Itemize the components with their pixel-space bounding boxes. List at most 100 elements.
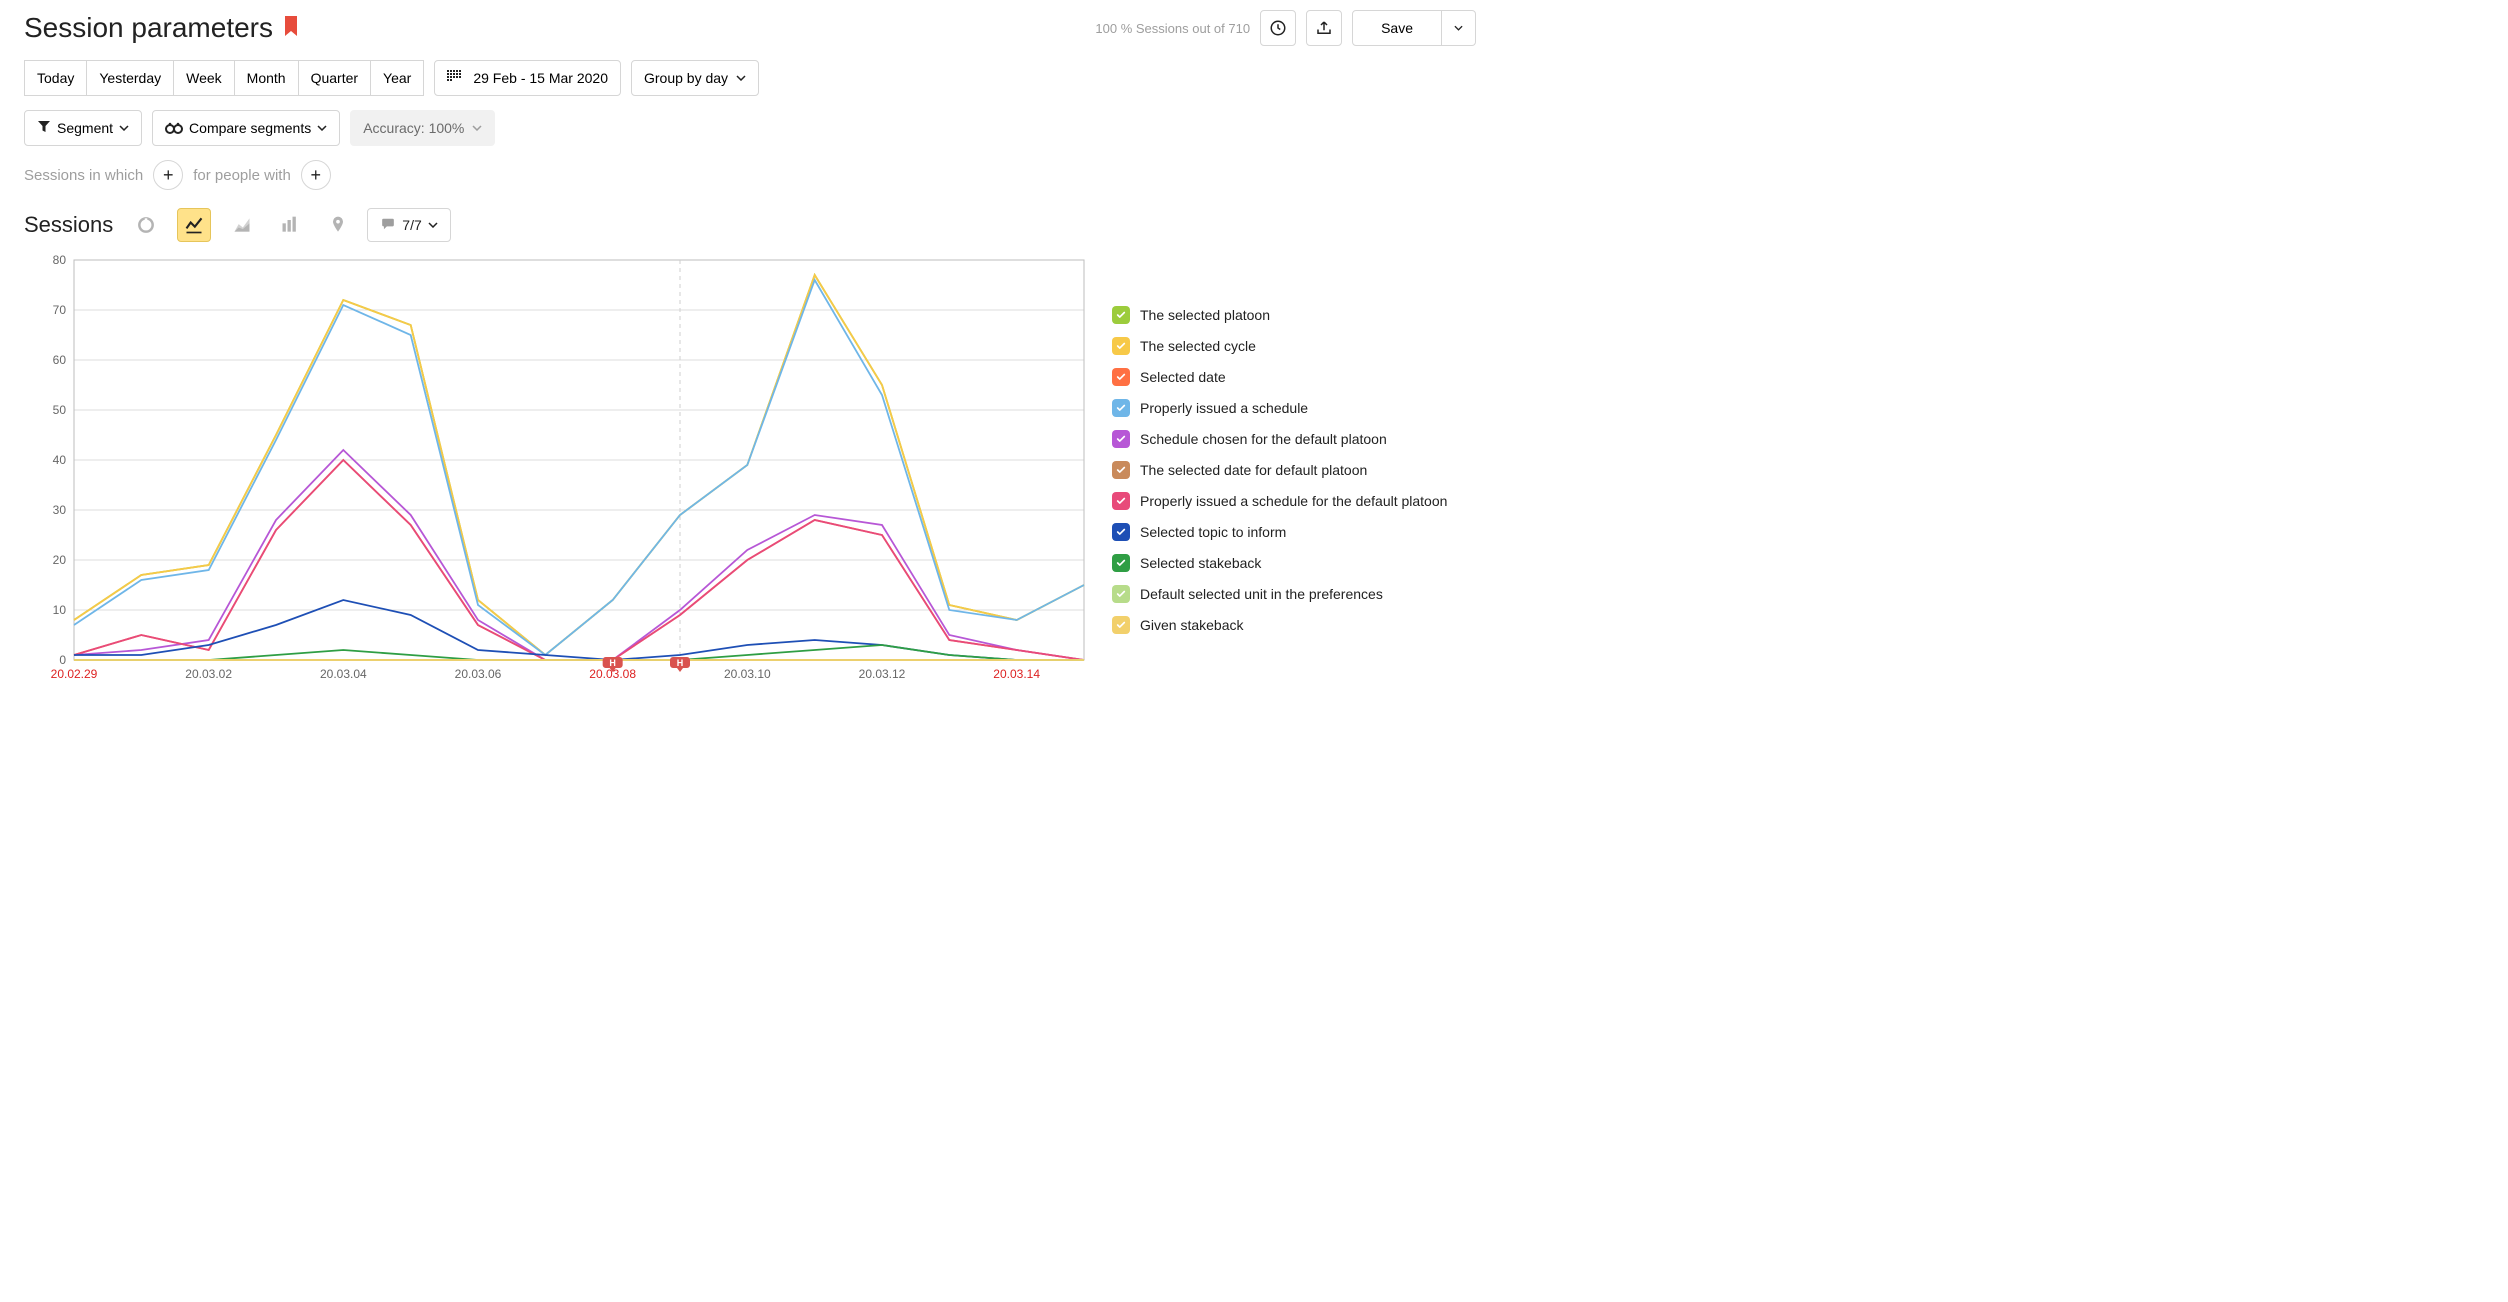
svg-text:10: 10 <box>53 603 67 617</box>
calendar-grid-icon <box>447 70 463 87</box>
accuracy-dropdown[interactable]: Accuracy: 100% <box>350 110 495 146</box>
accuracy-label: Accuracy: 100% <box>363 120 464 136</box>
legend-label: Schedule chosen for the default platoon <box>1140 430 1387 448</box>
add-people-condition[interactable]: + <box>301 160 331 190</box>
legend-item[interactable]: Properly issued a schedule <box>1112 399 1476 417</box>
chevron-down-icon <box>428 222 438 228</box>
legend-label: The selected cycle <box>1140 337 1256 355</box>
line-view-icon[interactable] <box>177 208 211 242</box>
add-session-condition[interactable]: + <box>153 160 183 190</box>
legend-label: Selected topic to inform <box>1140 523 1286 541</box>
svg-text:30: 30 <box>53 503 67 517</box>
svg-text:0: 0 <box>59 653 66 667</box>
for-people-with-label: for people with <box>193 167 291 184</box>
legend-label: Given stakeback <box>1140 616 1244 634</box>
legend-item[interactable]: Selected date <box>1112 368 1476 386</box>
date-range-presets: Today Yesterday Week Month Quarter Year <box>24 60 424 96</box>
speech-icon <box>380 217 396 234</box>
legend-item[interactable]: The selected cycle <box>1112 337 1476 355</box>
legend-item[interactable]: Default selected unit in the preferences <box>1112 585 1476 603</box>
chart-legend: The selected platoon The selected cycle Se… <box>1112 250 1476 693</box>
chevron-down-icon <box>1454 25 1463 31</box>
area-view-icon[interactable] <box>225 208 259 242</box>
group-by-dropdown[interactable]: Group by day <box>631 60 759 96</box>
compare-label: Compare segments <box>189 120 311 136</box>
group-by-label: Group by day <box>644 70 728 86</box>
legend-label: Properly issued a schedule <box>1140 399 1308 417</box>
svg-text:20.03.12: 20.03.12 <box>859 667 906 681</box>
legend-swatch <box>1112 585 1130 603</box>
sessions-title: Sessions <box>24 212 113 238</box>
legend-item[interactable]: The selected date for default platoon <box>1112 461 1476 479</box>
preset-quarter[interactable]: Quarter <box>299 60 371 96</box>
history-icon[interactable] <box>1260 10 1296 46</box>
legend-label: Properly issued a schedule for the defau… <box>1140 492 1447 510</box>
legend-item[interactable]: Schedule chosen for the default platoon <box>1112 430 1476 448</box>
compare-icon <box>165 120 183 137</box>
preset-week[interactable]: Week <box>174 60 235 96</box>
legend-label: The selected platoon <box>1140 306 1270 324</box>
save-dropdown[interactable] <box>1442 10 1476 46</box>
legend-item[interactable]: The selected platoon <box>1112 306 1476 324</box>
funnel-icon <box>37 120 51 137</box>
legend-item[interactable]: Properly issued a schedule for the defau… <box>1112 492 1476 510</box>
map-view-icon[interactable] <box>321 208 355 242</box>
donut-view-icon[interactable] <box>129 208 163 242</box>
legend-item[interactable]: Selected topic to inform <box>1112 523 1476 541</box>
svg-text:20.03.10: 20.03.10 <box>724 667 771 681</box>
legend-swatch <box>1112 554 1130 572</box>
date-range-picker[interactable]: 29 Feb - 15 Mar 2020 <box>434 60 621 96</box>
bookmark-icon[interactable] <box>283 16 299 41</box>
sessions-out-of: 100 % Sessions out of 710 <box>1095 21 1250 36</box>
legend-swatch <box>1112 461 1130 479</box>
legend-item[interactable]: Selected stakeback <box>1112 554 1476 572</box>
legend-swatch <box>1112 523 1130 541</box>
svg-text:H: H <box>609 658 616 668</box>
legend-swatch <box>1112 306 1130 324</box>
legend-swatch <box>1112 616 1130 634</box>
legend-label: The selected date for default platoon <box>1140 461 1367 479</box>
compare-segments-dropdown[interactable]: Compare segments <box>152 110 340 146</box>
legend-swatch <box>1112 337 1130 355</box>
legend-item[interactable]: Given stakeback <box>1112 616 1476 634</box>
legend-swatch <box>1112 492 1130 510</box>
sessions-line-chart: 0 10 20 30 40 50 60 70 80 20.02.29 20.03.02 20.03.0… <box>24 250 1094 690</box>
series-count-dropdown[interactable]: 7/7 <box>367 208 450 242</box>
segment-dropdown[interactable]: Segment <box>24 110 142 146</box>
preset-today[interactable]: Today <box>24 60 87 96</box>
export-icon[interactable] <box>1306 10 1342 46</box>
svg-text:20.03.04: 20.03.04 <box>320 667 367 681</box>
series-count-label: 7/7 <box>402 217 421 233</box>
svg-text:20.03.02: 20.03.02 <box>185 667 232 681</box>
page-title: Session parameters <box>24 12 273 44</box>
segment-label: Segment <box>57 120 113 136</box>
svg-text:70: 70 <box>53 303 67 317</box>
save-button[interactable]: Save <box>1352 10 1442 46</box>
preset-month[interactable]: Month <box>235 60 299 96</box>
svg-text:80: 80 <box>53 253 67 267</box>
sessions-in-which-label: Sessions in which <box>24 167 143 184</box>
legend-label: Selected stakeback <box>1140 554 1261 572</box>
preset-year[interactable]: Year <box>371 60 424 96</box>
chevron-down-icon <box>472 125 482 131</box>
svg-text:20.03.14: 20.03.14 <box>993 667 1040 681</box>
chevron-down-icon <box>317 125 327 131</box>
svg-text:20: 20 <box>53 553 67 567</box>
legend-swatch <box>1112 368 1130 386</box>
chevron-down-icon <box>736 75 746 81</box>
date-range-label: 29 Feb - 15 Mar 2020 <box>473 70 608 86</box>
svg-text:40: 40 <box>53 453 67 467</box>
svg-text:50: 50 <box>53 403 67 417</box>
chart-type-toggle <box>129 208 355 242</box>
bar-view-icon[interactable] <box>273 208 307 242</box>
legend-swatch <box>1112 399 1130 417</box>
chevron-down-icon <box>119 125 129 131</box>
legend-swatch <box>1112 430 1130 448</box>
svg-text:H: H <box>677 658 684 668</box>
preset-yesterday[interactable]: Yesterday <box>87 60 174 96</box>
legend-label: Selected date <box>1140 368 1226 386</box>
svg-text:20.02.29: 20.02.29 <box>51 667 98 681</box>
svg-text:20.03.06: 20.03.06 <box>455 667 502 681</box>
legend-label: Default selected unit in the preferences <box>1140 585 1383 603</box>
svg-text:60: 60 <box>53 353 67 367</box>
